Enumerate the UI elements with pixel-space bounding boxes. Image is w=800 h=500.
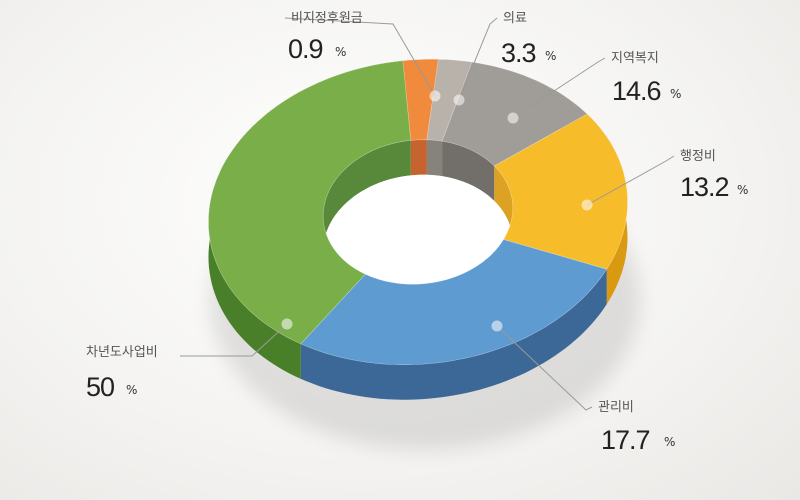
leader-line-3	[586, 155, 675, 206]
value-label-5: 50	[86, 372, 114, 402]
unit-label-1: %	[545, 49, 556, 63]
value-label-0: 0.9	[288, 34, 323, 64]
category-label-3: 행정비	[680, 148, 716, 164]
slice-inner-wall-1	[426, 139, 443, 177]
unit-label-4: %	[664, 435, 675, 449]
unit-label-2: %	[670, 87, 681, 101]
slice-5	[208, 60, 412, 345]
value-label-3: 13.2	[680, 172, 729, 202]
value-label-4: 17.7	[601, 425, 650, 455]
category-label-2: 지역복지	[611, 51, 659, 66]
unit-label-3: %	[737, 183, 748, 197]
category-label-4: 관리비	[598, 400, 634, 415]
leader-line-5	[180, 323, 288, 357]
value-label-2: 14.6	[612, 76, 661, 106]
slice-inner-wall-0	[410, 139, 427, 176]
unit-label-5: %	[126, 383, 137, 397]
leader-line-1	[458, 17, 498, 101]
slice-marker-1	[453, 94, 465, 106]
leader-line-2	[512, 57, 606, 119]
category-label-5: 차년도사업비	[86, 345, 158, 360]
slice-labels: 비지정후원금 0.9 % 의료 3.3% 지역복지 14.6 % 행정비 13.2 % 관리비 17.7…	[86, 11, 748, 455]
slice-marker-0	[429, 90, 441, 102]
slice-marker-3	[581, 199, 593, 211]
slice-marker-2	[507, 112, 519, 124]
slice-marker-5	[281, 318, 293, 330]
leader-line-0	[284, 17, 436, 97]
unit-label-0: %	[335, 45, 346, 59]
slice-side-4	[300, 269, 607, 400]
category-label-0: 비지정후원금	[291, 11, 363, 26]
category-label-1: 의료	[503, 11, 527, 26]
slice-marker-4	[491, 320, 503, 332]
slice-inner-wall-2	[442, 141, 495, 201]
value-label-1: 3.3	[501, 38, 536, 68]
leader-line-4	[496, 325, 593, 411]
